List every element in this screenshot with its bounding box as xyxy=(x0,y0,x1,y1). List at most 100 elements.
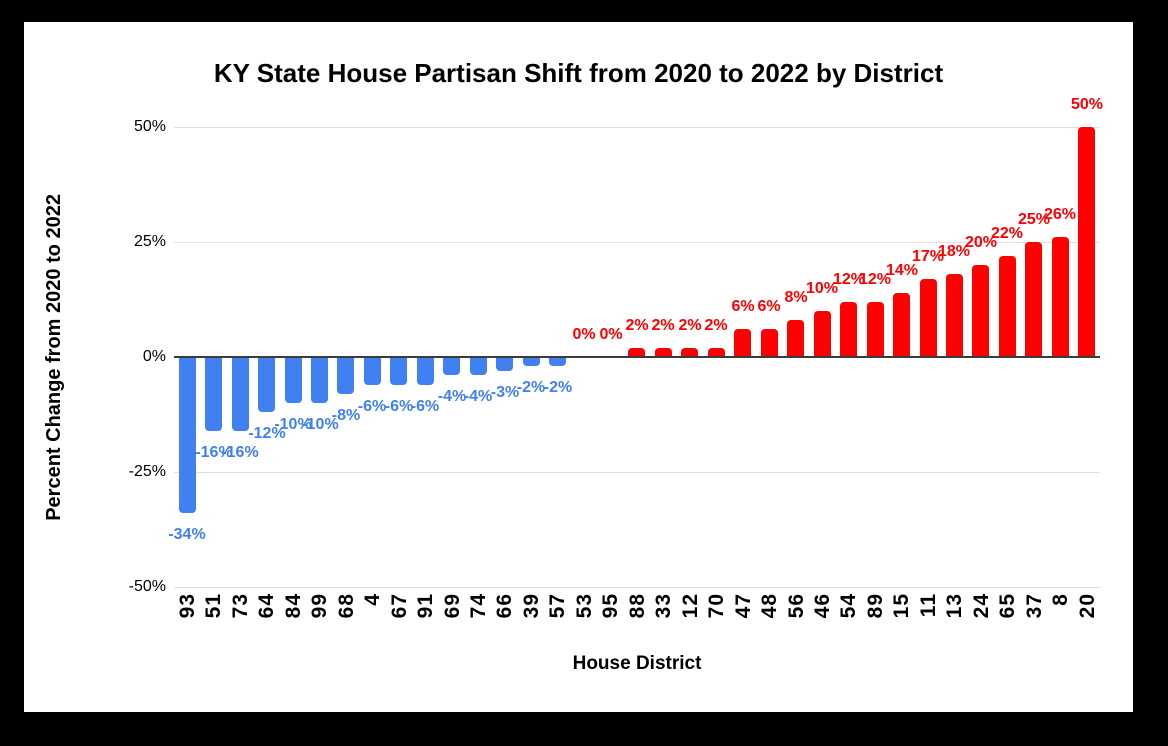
bar-district-48 xyxy=(761,329,778,357)
bar-value-label-district-70: 2% xyxy=(704,317,728,334)
bar-value-label-district-73: -16% xyxy=(221,444,259,461)
x-tick-label-69: 69 xyxy=(440,593,464,619)
bar-value-label-district-66: -3% xyxy=(490,384,520,401)
bar-value-label-district-57: -2% xyxy=(543,379,573,396)
x-tick-label-70: 70 xyxy=(704,593,728,619)
bar-value-label-district-51: -16% xyxy=(195,444,233,461)
bar-value-label-district-93: -34% xyxy=(168,526,206,543)
x-tick-label-53: 53 xyxy=(572,593,596,619)
x-tick-53: 53 xyxy=(571,593,598,645)
bar-value-label-district-65: 22% xyxy=(990,225,1024,242)
bar-district-91 xyxy=(417,357,434,385)
x-tick-label-11: 11 xyxy=(916,593,940,618)
y-axis-title-text: Percent Change from 2020 to 2022 xyxy=(42,193,65,521)
bar-district-84 xyxy=(285,357,302,403)
x-tick-57: 57 xyxy=(544,593,571,645)
y-axis-title: Percent Change from 2020 to 2022 xyxy=(36,127,72,587)
bar-value-label-district-24: 20% xyxy=(964,234,998,251)
bar-value-label-district-39: -2% xyxy=(516,379,546,396)
bar-district-89 xyxy=(867,302,884,357)
x-tick-84: 84 xyxy=(280,593,307,645)
x-axis-title: House District xyxy=(572,653,702,674)
x-tick-73: 73 xyxy=(227,593,254,645)
bar-district-11 xyxy=(920,279,937,357)
bar-value-label-district-54: 12% xyxy=(832,271,866,288)
bar-value-label-district-64: -12% xyxy=(248,425,286,442)
x-tick-15: 15 xyxy=(888,593,915,645)
bar-value-label-district-48: 6% xyxy=(757,298,781,315)
bar-district-37 xyxy=(1025,242,1042,357)
x-tick-label-47: 47 xyxy=(731,593,755,619)
x-tick-68: 68 xyxy=(333,593,360,645)
x-tick-56: 56 xyxy=(783,593,810,645)
bar-value-label-district-84: -10% xyxy=(274,416,312,433)
x-tick-46: 46 xyxy=(809,593,836,645)
bar-district-64 xyxy=(258,357,275,412)
x-tick-label-99: 99 xyxy=(307,593,331,619)
chart-title: KY State House Partisan Shift from 2020 … xyxy=(213,58,944,88)
bar-district-99 xyxy=(311,357,328,403)
x-tick-label-91: 91 xyxy=(413,593,437,619)
x-tick-67: 67 xyxy=(386,593,413,645)
x-tick-label-56: 56 xyxy=(784,593,808,619)
x-tick-88: 88 xyxy=(624,593,651,645)
x-tick-label-88: 88 xyxy=(625,593,649,619)
bar-district-8 xyxy=(1052,237,1069,357)
x-tick-label-93: 93 xyxy=(175,593,199,619)
x-tick-4: 4 xyxy=(359,593,386,645)
bar-district-24 xyxy=(972,265,989,357)
bar-value-label-district-46: 10% xyxy=(805,280,839,297)
bar-value-label-district-11: 17% xyxy=(911,248,945,265)
bar-value-label-district-56: 8% xyxy=(784,289,808,306)
x-tick-label-74: 74 xyxy=(466,593,490,619)
bar-value-label-district-99: -10% xyxy=(301,416,339,433)
x-tick-label-37: 37 xyxy=(1022,593,1046,619)
x-tick-54: 54 xyxy=(835,593,862,645)
x-tick-20: 20 xyxy=(1074,593,1101,645)
bar-value-label-district-74: -4% xyxy=(463,388,493,405)
x-tick-11: 11 xyxy=(915,593,942,645)
x-tick-91: 91 xyxy=(412,593,439,645)
x-tick-label-20: 20 xyxy=(1075,593,1099,619)
x-tick-label-39: 39 xyxy=(519,593,543,619)
bar-district-47 xyxy=(734,329,751,357)
bar-value-label-district-95: 0% xyxy=(599,326,623,343)
bar-district-15 xyxy=(893,293,910,357)
bar-value-label-district-88: 2% xyxy=(625,317,649,334)
x-tick-51: 51 xyxy=(200,593,227,645)
bar-district-66 xyxy=(496,357,513,371)
x-tick-label-54: 54 xyxy=(836,593,860,619)
y-tick-label--25%: -25% xyxy=(128,463,166,480)
x-tick-89: 89 xyxy=(862,593,889,645)
bar-district-69 xyxy=(443,357,460,375)
x-tick-64: 64 xyxy=(253,593,280,645)
bar-value-label-district-68: -8% xyxy=(331,407,361,424)
bar-district-12 xyxy=(681,348,698,357)
y-tick-label--50%: -50% xyxy=(128,578,166,595)
x-tick-label-13: 13 xyxy=(942,593,966,619)
bar-value-label-district-20: 50% xyxy=(1070,96,1104,113)
gridline--50 xyxy=(174,587,1100,588)
x-tick-label-64: 64 xyxy=(254,593,278,619)
x-tick-70: 70 xyxy=(703,593,730,645)
bar-district-88 xyxy=(628,348,645,357)
gridline-25 xyxy=(174,242,1100,243)
y-tick-label-0%: 0% xyxy=(142,348,166,365)
x-tick-label-12: 12 xyxy=(678,593,702,619)
bar-value-label-district-13: 18% xyxy=(937,243,971,260)
x-tick-13: 13 xyxy=(941,593,968,645)
bar-district-68 xyxy=(337,357,354,394)
x-tick-37: 37 xyxy=(1021,593,1048,645)
bar-district-67 xyxy=(390,357,407,385)
x-tick-24: 24 xyxy=(968,593,995,645)
x-tick-label-65: 65 xyxy=(995,593,1019,619)
chart-canvas: KY State House Partisan Shift from 2020 … xyxy=(24,22,1133,712)
x-tick-label-8: 8 xyxy=(1048,593,1072,606)
x-tick-label-4: 4 xyxy=(360,593,384,606)
x-tick-47: 47 xyxy=(730,593,757,645)
bar-value-label-district-37: 25% xyxy=(1017,211,1051,228)
x-axis-zero-line xyxy=(174,356,1100,358)
x-tick-label-68: 68 xyxy=(334,593,358,619)
bar-value-label-district-67: -6% xyxy=(384,398,414,415)
x-tick-label-33: 33 xyxy=(651,593,675,619)
